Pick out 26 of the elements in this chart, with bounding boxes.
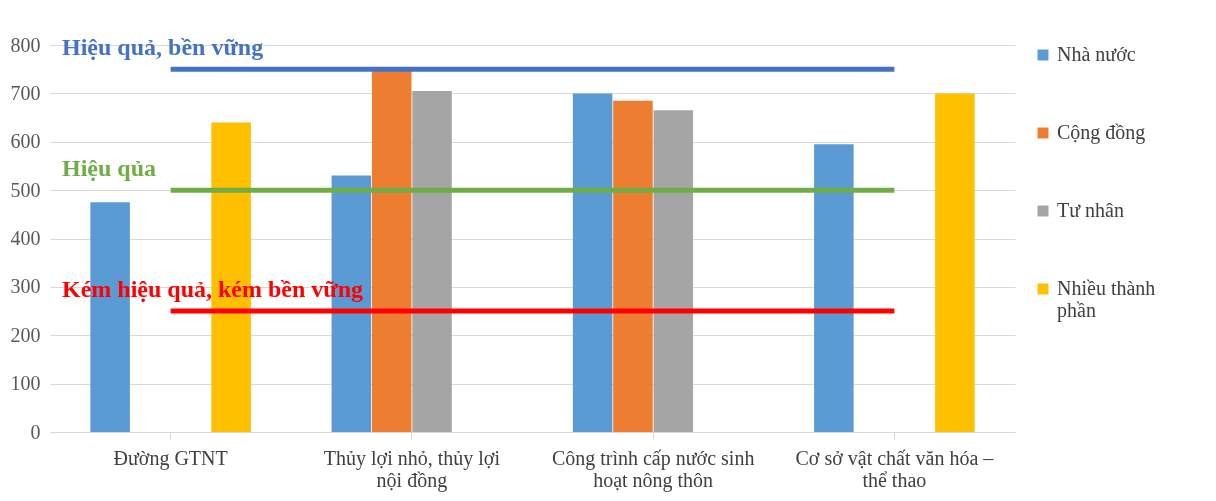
bar — [653, 110, 694, 432]
y-tick-label: 600 — [10, 130, 41, 153]
y-tick-label: 400 — [10, 227, 41, 249]
y-tick-label: 200 — [10, 323, 41, 346]
y-tick-label: 700 — [10, 81, 41, 104]
x-tick-label: Công trình cấp nước sinh hoạt nông thôn — [551, 446, 755, 492]
legend-label: Nhà nước — [1057, 43, 1136, 65]
bar — [371, 69, 412, 432]
bar — [412, 90, 452, 432]
bar — [613, 100, 653, 432]
bar — [814, 144, 854, 432]
legend-label: Nhiều thành phần — [1057, 277, 1156, 322]
x-tick-label: Đường GTNT — [113, 446, 228, 470]
x-tick-label: Thủy lợi nhỏ, thủy lợi nội đồng — [323, 446, 501, 492]
y-tick-label: 500 — [10, 178, 41, 201]
legend-label: Tư nhân — [1057, 199, 1124, 221]
ref-line-label: Hiệu quả, bền vững — [62, 34, 264, 61]
y-tick-label: 0 — [30, 420, 41, 443]
legend-label: Cộng đồng — [1057, 121, 1146, 144]
bar — [935, 93, 975, 432]
y-tick-label: 100 — [10, 372, 41, 395]
y-tick-label: 800 — [10, 33, 41, 56]
bar — [572, 93, 613, 432]
y-tick-label: 300 — [10, 275, 41, 298]
x-tick-label: Cơ sở vật chất văn hóa – thể thao — [795, 446, 995, 491]
ref-line-label: Hiệu qủa — [62, 155, 157, 182]
